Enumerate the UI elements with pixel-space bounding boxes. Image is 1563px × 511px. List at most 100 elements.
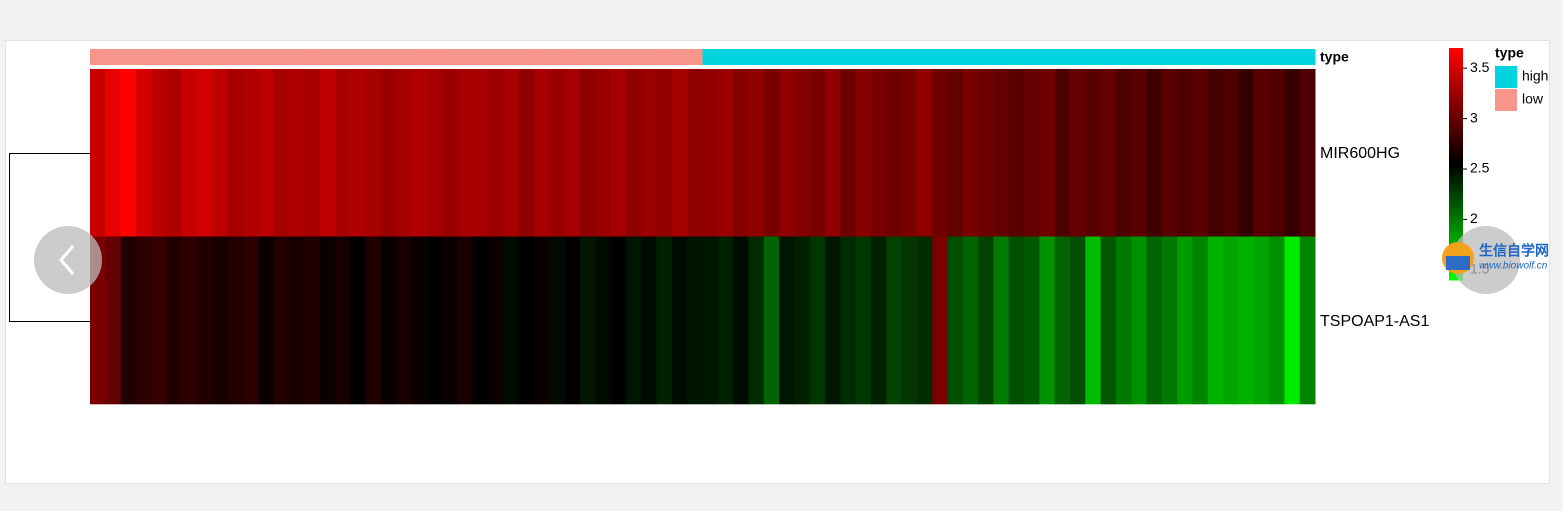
dendrogram-branch — [9, 153, 90, 322]
colorbar-segment — [1449, 160, 1463, 163]
annotation-cell — [978, 49, 994, 65]
annotation-cell — [1269, 49, 1285, 65]
annotation-cell — [1008, 49, 1025, 65]
heatmap-cell — [916, 236, 933, 405]
heatmap-cell — [1223, 236, 1239, 405]
heatmap-cell — [840, 236, 857, 405]
heatmap-cell — [518, 69, 535, 237]
colorbar-segment — [1449, 112, 1463, 115]
colorbar-segment — [1449, 106, 1463, 109]
colorbar-segment — [1449, 94, 1463, 97]
annotation-cell — [886, 49, 903, 65]
annotation-cell — [135, 49, 152, 65]
heatmap-cell — [1100, 69, 1117, 237]
colorbar-segment — [1449, 164, 1463, 167]
colorbar-segment — [1449, 108, 1463, 111]
colorbar-segment — [1449, 134, 1463, 137]
heatmap-cell — [610, 236, 627, 405]
colorbar-segment — [1449, 178, 1463, 181]
heatmap-cell — [243, 236, 259, 405]
heatmap-cell — [702, 69, 719, 237]
annotation-cell — [641, 49, 658, 65]
heatmap-cell — [1070, 69, 1086, 237]
colorbar-segment — [1449, 166, 1463, 169]
heatmap-cell — [181, 69, 198, 237]
annotation-cell — [564, 49, 581, 65]
annotation-cell — [1100, 49, 1117, 65]
heatmap-cell — [947, 236, 964, 405]
colorbar-segment — [1449, 82, 1463, 85]
next-button[interactable] — [1452, 226, 1520, 294]
colorbar-segment — [1449, 88, 1463, 91]
annotation-cell — [947, 49, 964, 65]
colorbar-segment — [1449, 142, 1463, 145]
heatmap-cell — [457, 236, 474, 405]
dendrogram — [9, 153, 90, 322]
colorbar-segment — [1449, 102, 1463, 105]
annotation-cell — [304, 49, 321, 65]
heatmap-cell — [870, 69, 887, 237]
heatmap-cell — [1238, 69, 1255, 237]
row-label: TSPOAP1-AS1 — [1320, 313, 1429, 330]
annotation-cell — [411, 49, 428, 65]
heatmap-cell — [319, 69, 336, 237]
heatmap-cell — [258, 236, 275, 405]
colorbar-segment — [1449, 118, 1463, 121]
heatmap-cell — [396, 236, 413, 405]
watermark-title: 生信自学网 — [1479, 243, 1549, 259]
heatmap-cell — [1207, 236, 1224, 405]
annotation-title: type — [1320, 49, 1349, 65]
heatmap-cell — [748, 236, 765, 405]
annotation-cell — [472, 49, 489, 65]
annotation-cell — [518, 49, 535, 65]
colorbar-segment — [1449, 194, 1463, 197]
heatmap-cell — [1008, 236, 1025, 405]
colorbar-segment — [1449, 154, 1463, 157]
annotation-cell — [656, 49, 673, 65]
heatmap-cell — [656, 69, 673, 237]
annotation-cell — [396, 49, 413, 65]
colorbar-segment — [1449, 120, 1463, 123]
annotation-cell — [549, 49, 566, 65]
annotation-cell — [1207, 49, 1224, 65]
heatmap-cell — [1100, 236, 1117, 405]
colorbar-segment — [1449, 216, 1463, 219]
colorbar-segment — [1449, 92, 1463, 95]
heatmap-cell — [901, 236, 918, 405]
annotation-cell — [1054, 49, 1071, 65]
colorbar-segment — [1449, 62, 1463, 65]
annotation-cell — [825, 49, 841, 65]
annotation-cell — [1039, 49, 1056, 65]
heatmap-cell — [840, 69, 857, 237]
annotation-cell — [733, 49, 749, 65]
prev-button[interactable] — [34, 226, 102, 294]
heatmap-cell — [886, 69, 903, 237]
annotation-cell — [779, 49, 795, 65]
annotation-cell — [273, 49, 290, 65]
colorbar-tick-label: 3 — [1470, 109, 1478, 125]
legend-label: high — [1522, 68, 1548, 84]
heatmap-cell — [304, 236, 321, 405]
annotation-cell — [932, 49, 948, 65]
heatmap-cell — [901, 69, 918, 237]
annotation-cell — [120, 49, 137, 65]
heatmap-cell — [962, 69, 979, 237]
colorbar-segment — [1449, 72, 1463, 75]
heatmap-cell — [1177, 236, 1193, 405]
annotation-cell — [809, 49, 826, 65]
annotation-cell — [580, 49, 596, 65]
colorbar-segment — [1449, 278, 1463, 281]
colorbar-segment — [1449, 238, 1463, 241]
colorbar-segment — [1449, 130, 1463, 133]
colorbar-segment — [1449, 70, 1463, 73]
annotation-cell — [365, 49, 382, 65]
colorbar-segment — [1449, 170, 1463, 173]
colorbar-segment — [1449, 208, 1463, 211]
heatmap-cell — [1284, 69, 1301, 237]
annotation-cell — [855, 49, 872, 65]
heatmap-cell — [1039, 236, 1056, 405]
heatmap-cell — [870, 236, 887, 405]
heatmap-cell — [105, 69, 122, 237]
colorbar-segment — [1449, 98, 1463, 101]
